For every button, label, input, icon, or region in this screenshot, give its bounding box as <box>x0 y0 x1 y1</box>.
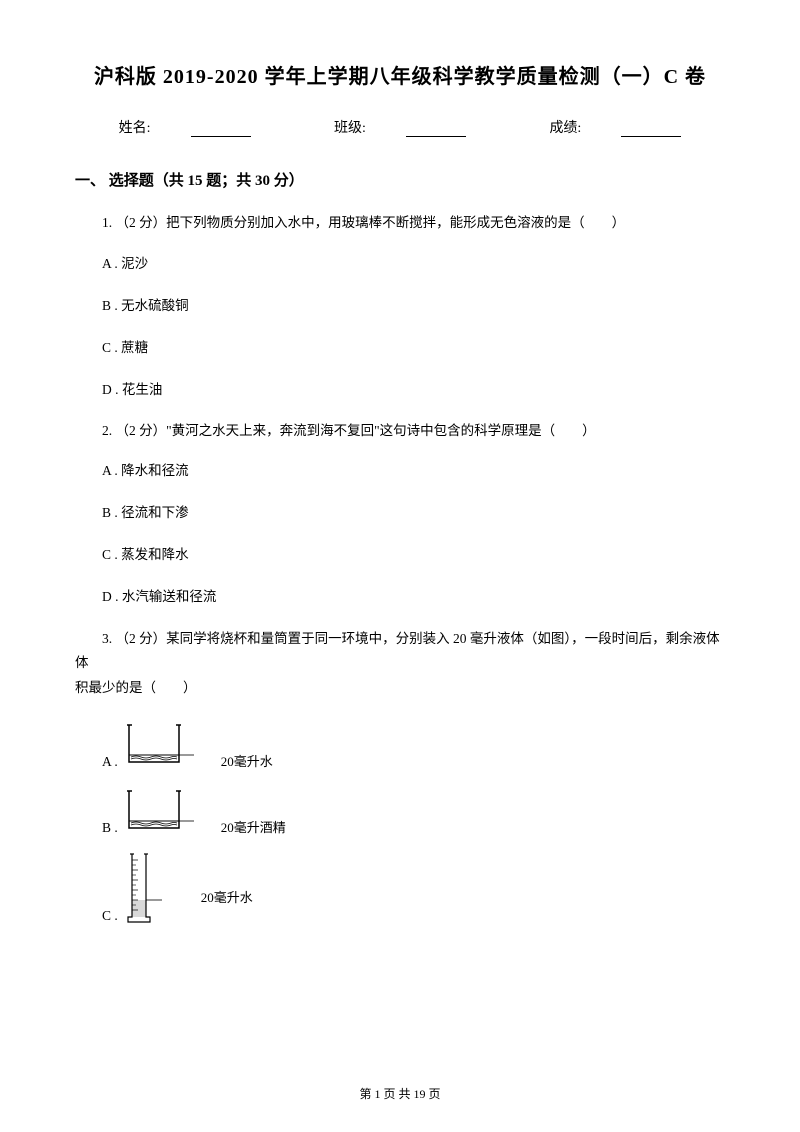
q2-option-c: C . 蒸发和降水 <box>75 543 725 563</box>
name-label: 姓名: <box>99 121 271 136</box>
question-1-text: 1. （2 分）把下列物质分别加入水中，用玻璃棒不断搅拌，能形成无色溶液的是（ … <box>75 212 725 234</box>
student-info-line: 姓名: 班级: 成绩: <box>75 117 725 137</box>
question-3-text: 3. （2 分）某同学将烧杯和量筒置于同一环境中，分别装入 20 毫升液体（如图… <box>75 627 725 700</box>
grade-label: 成绩: <box>529 121 701 136</box>
q3-option-a: A . 20毫升水 <box>75 720 725 770</box>
q3-b-caption: 20毫升酒精 <box>194 817 286 836</box>
q3-option-b: B . 20毫升酒精 <box>75 786 725 836</box>
page-footer: 第 1 页 共 19 页 <box>0 1085 800 1102</box>
q3-option-c: C . 20毫升水 <box>75 852 725 924</box>
q1-option-c: C . 蔗糖 <box>75 336 725 356</box>
q2-option-a: A . 降水和径流 <box>75 459 725 479</box>
cylinder-water-icon <box>124 852 174 924</box>
class-label: 班级: <box>314 121 486 136</box>
section-header: 一、 选择题（共 15 题；共 30 分） <box>75 169 725 190</box>
q2-option-d: D . 水汽输送和径流 <box>75 585 725 605</box>
q1-option-a: A . 泥沙 <box>75 252 725 272</box>
q3-c-caption: 20毫升水 <box>174 887 253 906</box>
beaker-water-icon <box>124 720 194 770</box>
q2-option-b: B . 径流和下渗 <box>75 501 725 521</box>
q3-a-caption: 20毫升水 <box>194 751 273 770</box>
q1-option-d: D . 花生油 <box>75 378 725 398</box>
beaker-alcohol-icon <box>124 786 194 836</box>
question-2-text: 2. （2 分）"黄河之水天上来，奔流到海不复回"这句诗中包含的科学原理是（ ） <box>75 420 725 442</box>
q1-option-b: B . 无水硫酸铜 <box>75 294 725 314</box>
page-title: 沪科版 2019-2020 学年上学期八年级科学教学质量检测（一）C 卷 <box>75 60 725 89</box>
